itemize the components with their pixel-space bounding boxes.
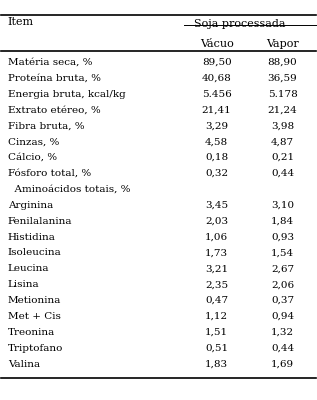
Text: Treonina: Treonina [8, 328, 55, 337]
Text: 1,83: 1,83 [205, 360, 228, 369]
Text: 3,98: 3,98 [271, 121, 294, 130]
Text: Aminoácidos totais, %: Aminoácidos totais, % [8, 185, 130, 194]
Text: Lisina: Lisina [8, 280, 39, 289]
Text: 21,41: 21,41 [202, 106, 231, 114]
Text: 40,68: 40,68 [202, 74, 231, 83]
Text: 3,21: 3,21 [205, 264, 228, 273]
Text: 0,51: 0,51 [205, 344, 228, 353]
Text: Fibra bruta, %: Fibra bruta, % [8, 121, 84, 130]
Text: 0,32: 0,32 [205, 169, 228, 178]
Text: 1,32: 1,32 [271, 328, 294, 337]
Text: Met + Cis: Met + Cis [8, 312, 61, 321]
Text: 1,06: 1,06 [205, 232, 228, 242]
Text: 4,87: 4,87 [271, 137, 294, 146]
Text: Histidina: Histidina [8, 232, 55, 242]
Text: Energia bruta, kcal/kg: Energia bruta, kcal/kg [8, 90, 126, 98]
Text: 2,67: 2,67 [271, 264, 294, 273]
Text: Arginina: Arginina [8, 201, 53, 210]
Text: Soja processada: Soja processada [194, 19, 286, 29]
Text: Isoleucina: Isoleucina [8, 248, 61, 258]
Text: Matéria seca, %: Matéria seca, % [8, 58, 92, 67]
Text: 0,93: 0,93 [271, 232, 294, 242]
Text: Fósforo total, %: Fósforo total, % [8, 169, 91, 178]
Text: 36,59: 36,59 [268, 74, 297, 83]
Text: 1,51: 1,51 [205, 328, 228, 337]
Text: 0,44: 0,44 [271, 169, 294, 178]
Text: 5.456: 5.456 [202, 90, 231, 98]
Text: Triptofano: Triptofano [8, 344, 63, 353]
Text: Proteína bruta, %: Proteína bruta, % [8, 74, 101, 83]
Text: 4,58: 4,58 [205, 137, 228, 146]
Text: 89,50: 89,50 [202, 58, 231, 67]
Text: Vácuo: Vácuo [200, 39, 234, 49]
Text: 0,44: 0,44 [271, 344, 294, 353]
Text: 0,47: 0,47 [205, 296, 228, 305]
Text: 1,12: 1,12 [205, 312, 228, 321]
Text: 0,94: 0,94 [271, 312, 294, 321]
Text: 0,18: 0,18 [205, 153, 228, 162]
Text: 2,06: 2,06 [271, 280, 294, 289]
Text: Metionina: Metionina [8, 296, 61, 305]
Text: Item: Item [8, 17, 34, 27]
Text: 2,35: 2,35 [205, 280, 228, 289]
Text: Vapor: Vapor [266, 39, 299, 49]
Text: 0,37: 0,37 [271, 296, 294, 305]
Text: 1,69: 1,69 [271, 360, 294, 369]
Text: 1,84: 1,84 [271, 217, 294, 226]
Text: Cinzas, %: Cinzas, % [8, 137, 59, 146]
Text: 21,24: 21,24 [268, 106, 297, 114]
Text: 1,73: 1,73 [205, 248, 228, 258]
Text: 3,45: 3,45 [205, 201, 228, 210]
Text: 3,10: 3,10 [271, 201, 294, 210]
Text: 3,29: 3,29 [205, 121, 228, 130]
Text: 88,90: 88,90 [268, 58, 297, 67]
Text: 0,21: 0,21 [271, 153, 294, 162]
Text: Fenilalanina: Fenilalanina [8, 217, 72, 226]
Text: Extrato etéreo, %: Extrato etéreo, % [8, 106, 100, 114]
Text: Valina: Valina [8, 360, 40, 369]
Text: 5.178: 5.178 [268, 90, 297, 98]
Text: Cálcio, %: Cálcio, % [8, 153, 57, 162]
Text: 2,03: 2,03 [205, 217, 228, 226]
Text: 1,54: 1,54 [271, 248, 294, 258]
Text: Leucina: Leucina [8, 264, 49, 273]
